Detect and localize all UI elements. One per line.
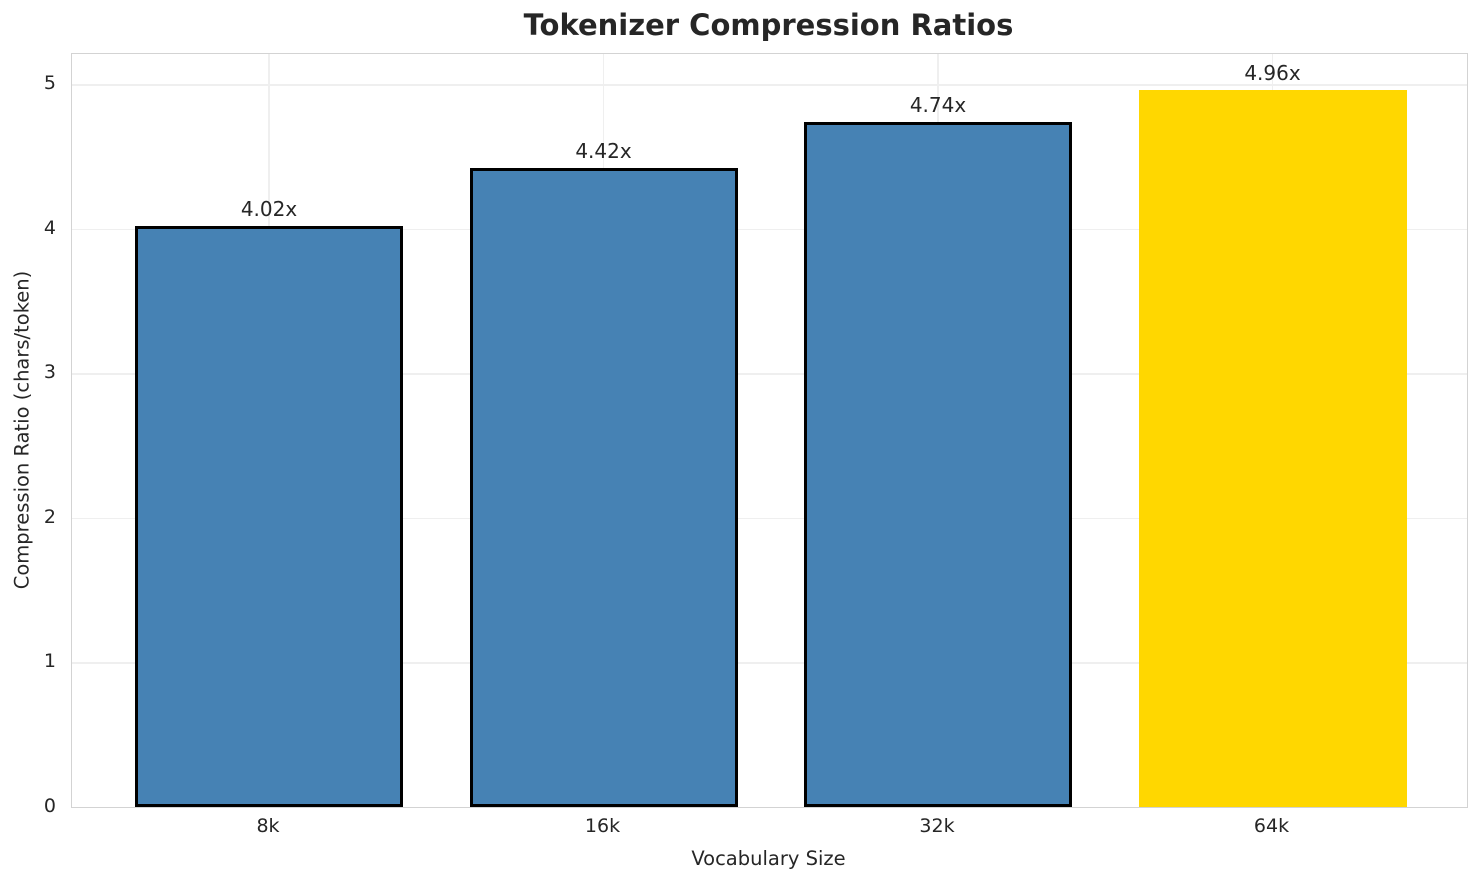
x-tick-label: 64k [1253, 815, 1290, 837]
bar-64k [1138, 90, 1407, 807]
horizontal-gridline [72, 517, 1467, 520]
y-tick-label: 5 [43, 72, 56, 95]
y-tick-label: 4 [43, 216, 56, 239]
y-axis-label: Compression Ratio (chars/token) [10, 270, 34, 590]
bar-value-label: 4.96x [1244, 61, 1301, 86]
bar-32k [804, 121, 1072, 807]
y-tick-label: 3 [43, 361, 56, 384]
bar-value-label: 4.74x [909, 92, 967, 117]
chart-title: Tokenizer Compression Ratios [523, 8, 1014, 42]
bar-value-label: 4.42x [575, 139, 632, 164]
x-axis-label: Vocabulary Size [691, 847, 846, 870]
horizontal-gridline [72, 84, 1467, 86]
x-tick-label: 8k [256, 815, 280, 837]
x-tick-label: 32k [919, 815, 955, 837]
y-tick-label: 2 [43, 505, 56, 528]
horizontal-gridline [72, 373, 1467, 375]
y-tick-label: 0 [43, 795, 56, 817]
horizontal-gridline [72, 662, 1467, 664]
bar-8k [135, 226, 403, 807]
plot-area: 4.02x 4.42x 4.74x 4.96x [71, 53, 1468, 808]
horizontal-gridline [72, 228, 1467, 231]
bar-16k [469, 168, 738, 807]
bar-value-label: 4.02x [240, 196, 298, 221]
y-tick-label: 1 [43, 650, 56, 673]
x-tick-label: 16k [584, 815, 621, 837]
